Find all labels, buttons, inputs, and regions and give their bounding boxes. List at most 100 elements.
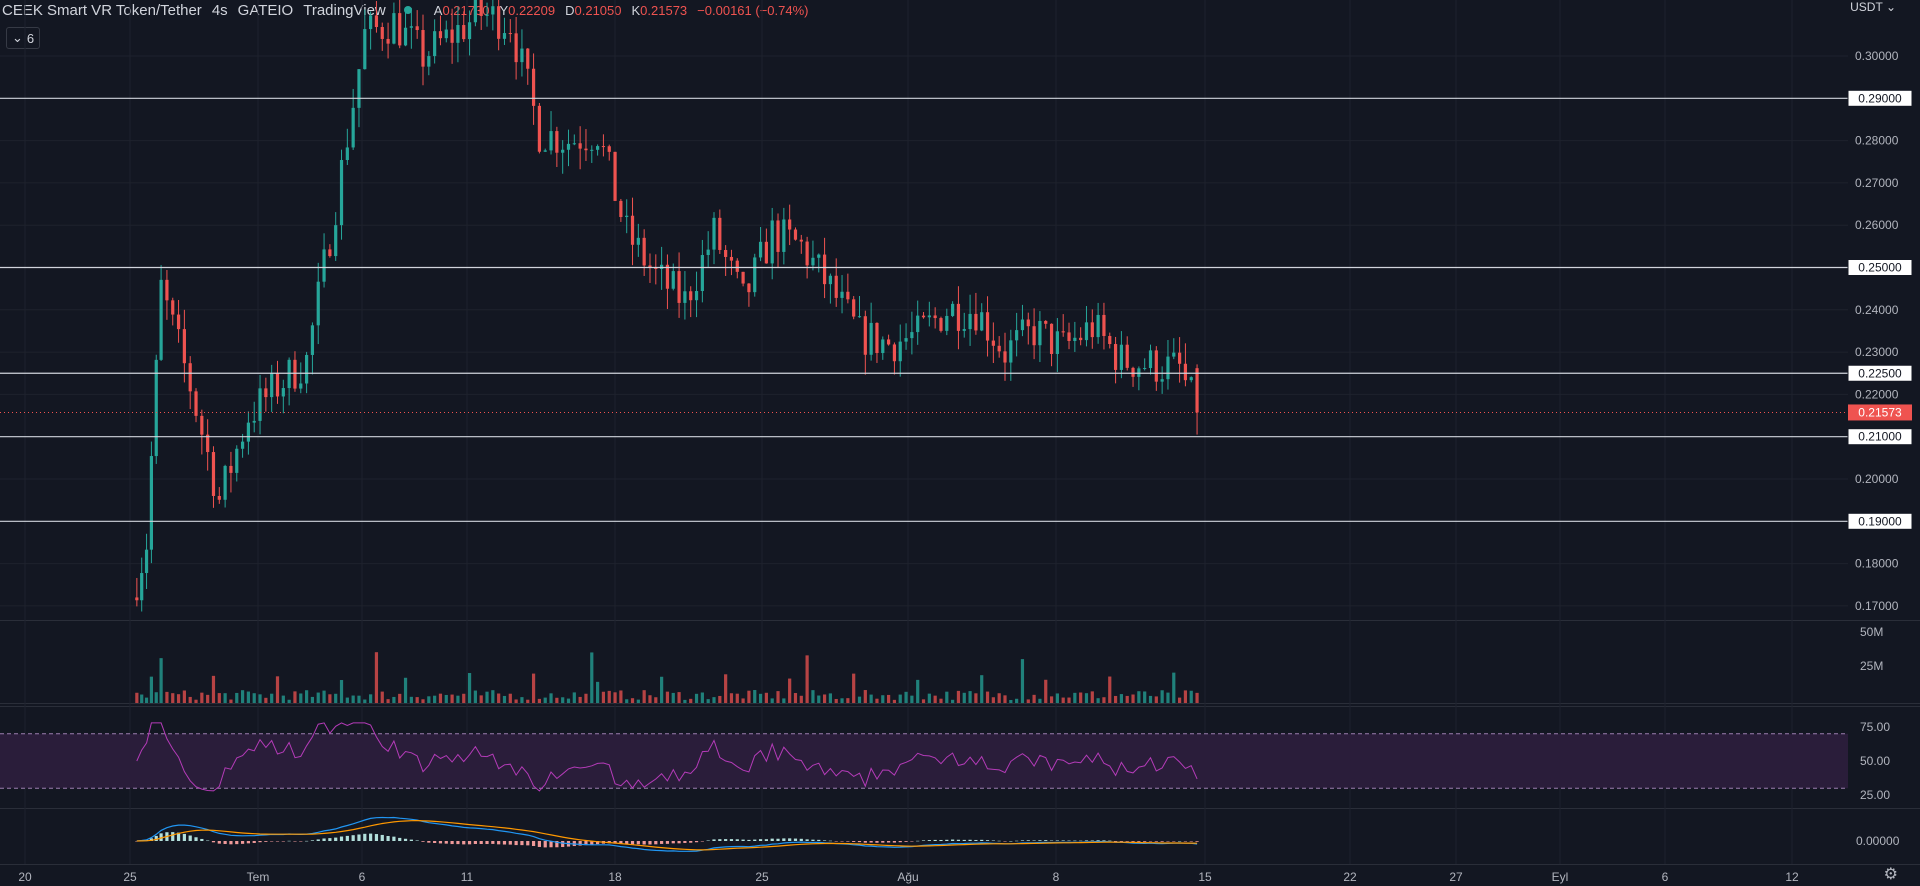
volume-bar bbox=[357, 695, 361, 703]
macd-histogram-bar bbox=[939, 839, 943, 841]
candle-body bbox=[357, 69, 361, 108]
low-label: D bbox=[565, 2, 575, 18]
candle-body bbox=[1160, 379, 1164, 382]
macd-histogram-bar bbox=[154, 835, 158, 841]
level-label: 0.25000 bbox=[1858, 261, 1902, 275]
time-tick-label: 22 bbox=[1343, 870, 1357, 884]
time-tick-label: Ağu bbox=[897, 870, 918, 884]
macd-histogram-bar bbox=[834, 841, 838, 842]
change-value: −0.00161 (−0.74%) bbox=[697, 2, 809, 18]
level-label-box bbox=[1847, 259, 1913, 276]
volume-bar bbox=[712, 697, 716, 703]
candle-body bbox=[828, 275, 833, 285]
candle-body bbox=[322, 249, 326, 282]
volume-bar bbox=[956, 690, 961, 703]
candle-body bbox=[764, 241, 768, 264]
macd-histogram-bar bbox=[433, 841, 437, 843]
macd-histogram-bar bbox=[310, 840, 315, 841]
macd-histogram-bar bbox=[217, 841, 221, 844]
volume-bar bbox=[171, 693, 175, 703]
volume-bar bbox=[149, 676, 154, 703]
level-label-box bbox=[1847, 364, 1913, 382]
candle-body bbox=[613, 151, 617, 201]
open-label: A bbox=[433, 2, 443, 18]
macd-histogram-bar bbox=[1009, 840, 1013, 842]
symbol-name[interactable]: CEEK Smart VR Token/Tether bbox=[2, 1, 202, 19]
macd-histogram-bar bbox=[409, 839, 413, 841]
candle-body bbox=[491, 6, 495, 15]
settings-gear-icon[interactable]: ⚙ bbox=[1883, 866, 1898, 883]
candle-body bbox=[1119, 344, 1124, 370]
macd-histogram-bar bbox=[252, 841, 256, 843]
volume-bar bbox=[380, 691, 384, 703]
candle-body bbox=[584, 148, 588, 151]
candle-body bbox=[566, 143, 571, 150]
candle-body bbox=[229, 465, 233, 473]
macd-histogram-bar bbox=[304, 840, 309, 842]
candle-body bbox=[217, 495, 221, 500]
volume-bar bbox=[235, 692, 239, 703]
volume-bar bbox=[898, 694, 902, 703]
volume-bar bbox=[258, 694, 262, 703]
volume-bar bbox=[660, 676, 664, 703]
volume-bar bbox=[229, 699, 233, 703]
macd-histogram-bar bbox=[753, 839, 757, 841]
volume-bar bbox=[403, 677, 408, 703]
volume-bar bbox=[194, 699, 198, 703]
volume-bar bbox=[1172, 672, 1176, 703]
volume-bar bbox=[1084, 693, 1089, 703]
volume-bar bbox=[188, 696, 192, 703]
candle-body bbox=[1154, 350, 1158, 382]
volume-bar bbox=[881, 695, 885, 703]
macd-histogram-bar bbox=[665, 841, 670, 844]
currency-selector[interactable]: USDT ⌄ bbox=[1850, 0, 1896, 14]
volume-bar bbox=[555, 697, 559, 703]
volume-bar bbox=[613, 692, 617, 703]
volume-bar bbox=[561, 697, 565, 703]
macd-histogram-bar bbox=[945, 839, 949, 841]
macd-histogram-bar bbox=[159, 833, 163, 841]
macd-histogram-bar bbox=[1079, 840, 1083, 842]
macd-histogram-bar bbox=[1084, 840, 1089, 841]
candle-body bbox=[916, 315, 920, 333]
candle-body bbox=[398, 13, 402, 46]
macd-histogram-bar bbox=[997, 840, 1001, 842]
candle-body bbox=[206, 434, 210, 453]
macd-histogram-bar bbox=[805, 839, 809, 841]
indicators-toggle-button[interactable]: ⌄ 6 bbox=[6, 27, 41, 49]
macd-histogram-bar bbox=[1148, 841, 1153, 842]
volume-bar bbox=[322, 690, 326, 703]
candle-body bbox=[1108, 336, 1112, 345]
candle-body bbox=[188, 363, 192, 392]
volume-bar bbox=[316, 692, 320, 703]
volume-bar bbox=[1020, 659, 1025, 703]
macd-histogram-bar bbox=[1172, 841, 1176, 842]
candle-body bbox=[149, 456, 154, 550]
macd-histogram-bar bbox=[892, 841, 897, 843]
interval-label[interactable]: 4s bbox=[211, 1, 228, 19]
candle-body bbox=[834, 275, 838, 298]
volume-bar bbox=[531, 673, 536, 703]
macd-histogram-bar bbox=[654, 841, 658, 845]
volume-bar bbox=[939, 698, 943, 703]
candle-body bbox=[380, 27, 384, 39]
macd-histogram-bar bbox=[869, 841, 873, 843]
macd-histogram-bar bbox=[857, 841, 862, 843]
volume-bar bbox=[718, 695, 722, 703]
candle-body bbox=[154, 359, 158, 457]
volume-tick-label: 50M bbox=[1860, 625, 1883, 639]
volume-bar bbox=[363, 699, 367, 703]
candle-body bbox=[374, 15, 379, 28]
volume-bar bbox=[1189, 690, 1193, 703]
macd-histogram-bar bbox=[985, 840, 990, 841]
macd-histogram-bar bbox=[660, 841, 664, 844]
candle-body bbox=[933, 315, 937, 319]
candle-body bbox=[625, 215, 629, 218]
macd-histogram-bar bbox=[1038, 840, 1042, 841]
macd-histogram-bar bbox=[724, 839, 728, 841]
candle-body bbox=[904, 338, 908, 342]
time-tick-label: 6 bbox=[359, 870, 366, 884]
candle-body bbox=[328, 249, 332, 257]
candle-body bbox=[840, 291, 844, 298]
